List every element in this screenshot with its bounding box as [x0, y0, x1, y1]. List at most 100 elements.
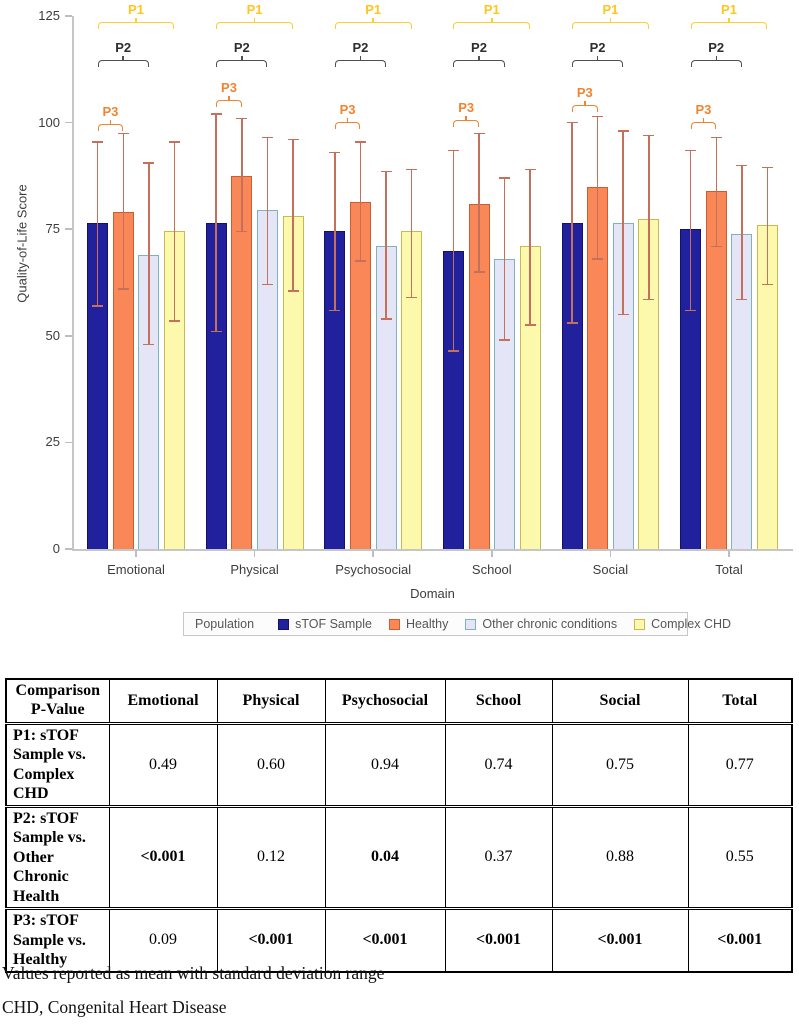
p-value-cell: 0.12	[216, 806, 325, 909]
bracket-center-tick	[584, 101, 586, 105]
error-bar-psychosocial-other-chronic-conditions	[385, 171, 387, 319]
error-bar-physical-stof-sample	[215, 114, 217, 332]
error-bar-cap	[92, 305, 104, 307]
x-tick-label: Psychosocial	[335, 562, 412, 577]
x-tick-mark	[491, 551, 493, 557]
p-value-cell: 0.75	[551, 723, 688, 807]
y-tick-mark	[65, 335, 72, 337]
error-bar-school-healthy	[478, 133, 480, 272]
error-bar-cap	[592, 258, 604, 260]
error-bar-cap	[261, 283, 273, 286]
legend-label: Healthy	[405, 617, 449, 631]
y-tick-mark	[65, 228, 72, 230]
error-bar-cap	[117, 132, 129, 134]
y-tick-label: 0	[52, 541, 60, 556]
p-value-cell: <0.001	[687, 908, 792, 972]
error-bar-cap	[566, 322, 578, 324]
legend-item-complex-chd: Complex CHD	[634, 617, 731, 631]
p-value-cell: 0.88	[551, 806, 688, 909]
bracket-p1	[97, 22, 175, 29]
legend-item-stof-sample: sTOF Sample	[278, 617, 372, 631]
p-value-cell: 0.04	[324, 806, 445, 909]
table-header-emotional: Emotional	[108, 679, 217, 723]
error-bar-total-other-chronic-conditions	[741, 165, 743, 300]
p-value-cell: 0.94	[324, 723, 445, 807]
bracket-label-p3: P3	[458, 100, 475, 115]
error-bar-cap	[617, 313, 629, 316]
error-bar-psychosocial-healthy	[359, 141, 362, 262]
bracket-center-tick	[728, 18, 730, 22]
error-bar-cap	[736, 164, 748, 166]
bracket-p3	[216, 100, 242, 107]
y-axis-title: Quality-of-Life Score	[14, 184, 30, 303]
x-axis-line	[72, 549, 793, 551]
error-bar-social-complex-chd	[648, 135, 650, 300]
legend-swatch-healthy	[388, 618, 400, 630]
error-bar-total-healthy	[715, 137, 717, 247]
bracket-label-p2: P2	[471, 40, 487, 55]
table-row: P1: sTOF Sample vs. Complex CHD 0.49 0.60 0…	[5, 723, 792, 807]
bracket-center-tick	[122, 56, 124, 60]
table-row: P2: sTOF Sample vs. Other Chronic Health…	[5, 806, 792, 909]
error-bar-cap	[447, 350, 459, 352]
x-tick-mark	[609, 551, 612, 557]
error-bar-cap	[92, 141, 104, 143]
y-tick-label: 100	[38, 114, 60, 130]
p-value-cell: <0.001	[324, 908, 445, 972]
row-label: P1: sTOF Sample vs. Complex CHD	[5, 723, 109, 807]
y-tick-mark	[65, 121, 72, 124]
table-header-comparison-p-value: Comparison P-Value	[5, 679, 109, 723]
error-bar-psychosocial-stof-sample	[334, 152, 336, 311]
error-bar-social-stof-sample	[571, 122, 573, 323]
p-value-cell: 0.60	[216, 723, 325, 807]
bracket-p1	[334, 22, 412, 29]
x-axis-title: Domain	[410, 586, 455, 601]
error-bar-cap	[329, 309, 341, 311]
error-bar-cap	[117, 288, 129, 290]
error-bar-social-healthy	[596, 116, 599, 259]
pvalue-table-wrap: Comparison P-Value Emotional Physical Psych…	[5, 678, 793, 973]
note-values: Values reported as mean with standard de…	[2, 963, 385, 983]
error-bar-cap	[143, 162, 155, 164]
bracket-label-p3: P3	[576, 85, 593, 100]
legend-title: Population	[195, 617, 255, 631]
bracket-p2	[216, 60, 268, 67]
legend-label: sTOF Sample	[295, 617, 372, 631]
error-bar-school-stof-sample	[452, 150, 455, 351]
error-bar-cap	[617, 130, 629, 132]
legend-item-other-chronic-conditions: Other chronic conditions	[465, 617, 617, 631]
x-tick-mark	[372, 551, 374, 557]
error-bar-social-other-chronic-conditions	[622, 131, 624, 315]
p-value-cell: <0.001	[108, 806, 217, 909]
note-chd: CHD, Congenital Heart Disease	[2, 997, 227, 1017]
error-bar-cap	[736, 298, 748, 301]
p-value-cell: 0.77	[687, 723, 792, 807]
bracket-label-p1: P1	[483, 2, 500, 17]
error-bar-cap	[143, 343, 155, 346]
x-tick-label: School	[471, 562, 512, 577]
p-value-cell: 0.09	[108, 908, 217, 972]
bracket-center-tick	[135, 18, 137, 22]
bracket-label-p1: P1	[365, 2, 382, 17]
error-bar-cap	[168, 320, 180, 322]
y-tick-mark	[65, 441, 72, 444]
table-header-social: Social	[551, 679, 688, 723]
bracket-p2	[453, 60, 505, 67]
bracket-label-p3: P3	[339, 102, 356, 117]
error-bar-cap	[592, 115, 604, 117]
error-bar-cap	[566, 121, 578, 124]
bracket-center-tick	[609, 18, 612, 22]
bracket-label-p1: P1	[128, 2, 144, 17]
bracket-center-tick	[359, 56, 362, 60]
error-bar-cap	[685, 309, 697, 311]
error-bar-cap	[329, 151, 341, 154]
pvalue-table: Comparison P-Value Emotional Physical Psych…	[5, 678, 793, 973]
bracket-label-p3: P3	[695, 102, 712, 117]
error-bar-emotional-healthy	[122, 133, 124, 289]
bracket-label-p1: P1	[246, 2, 263, 17]
y-tick-mark	[65, 15, 72, 17]
y-axis-line	[72, 16, 74, 549]
bracket-label-p1: P1	[602, 2, 619, 17]
legend-items: sTOF Sample Healthy Other chronic conditio…	[278, 617, 731, 631]
error-bar-cap	[236, 230, 248, 233]
